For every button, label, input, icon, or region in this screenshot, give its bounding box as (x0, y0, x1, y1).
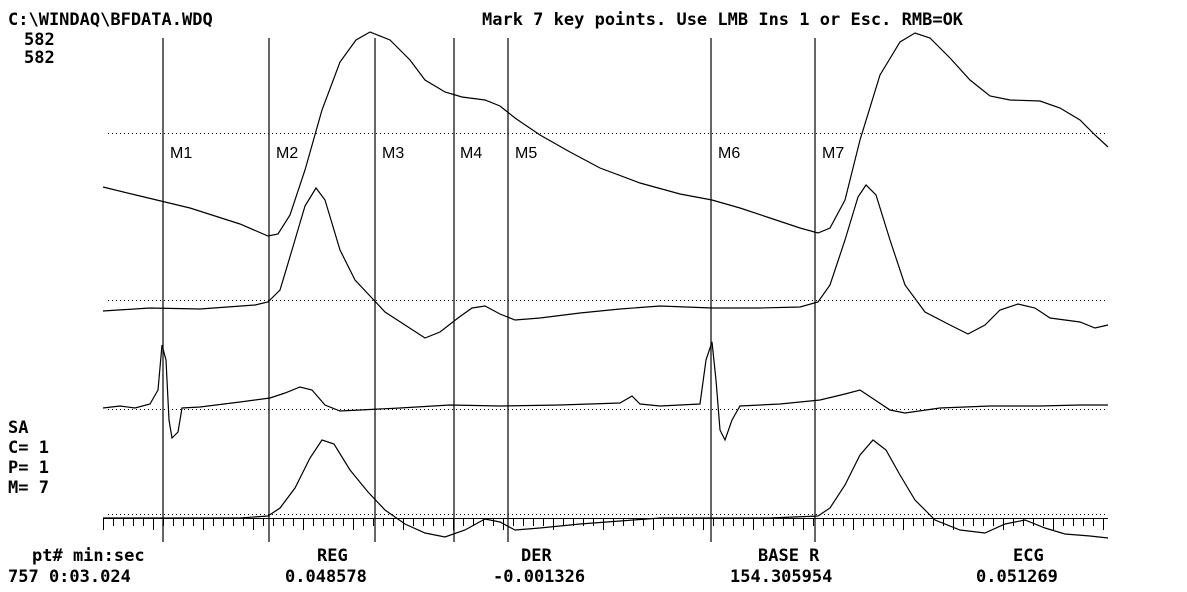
readout-label-base: BASE R (758, 546, 820, 566)
scale-value-bottom: 582 (24, 48, 55, 68)
readout-value-base: 154.305954 (730, 567, 833, 587)
marker-label-m3: M3 (382, 145, 405, 162)
instruction-text: Mark 7 key points. Use LMB Ins 1 or Esc.… (482, 10, 964, 30)
marker-label-m1: M1 (170, 145, 193, 162)
m-value: M= 7 (8, 478, 49, 498)
readout-label-ecg: ECG (1013, 546, 1044, 566)
marker-label-m6: M6 (718, 145, 741, 162)
file-path: C:\WINDAQ\BFDATA.WDQ (8, 10, 213, 30)
p-value: P= 1 (8, 458, 49, 478)
readout-label-der: DER (521, 546, 552, 566)
readout-value-der: -0.001326 (493, 567, 586, 587)
marker-label-m5: M5 (515, 145, 538, 162)
readout-value-reg: 0.048578 (285, 567, 367, 587)
readout-label-reg: REG (317, 546, 348, 566)
marker-lines (162, 38, 816, 542)
marker-label-m2: M2 (276, 145, 299, 162)
readout-value-ecg: 0.051269 (976, 567, 1058, 587)
marker-label-m7: M7 (822, 145, 845, 162)
ecg-trace (102, 341, 1108, 442)
baseline-grid (108, 133, 1108, 515)
marker-label-m4: M4 (460, 145, 483, 162)
readout-label-pt: pt# min:sec (32, 546, 145, 566)
c-value: C= 1 (8, 438, 49, 458)
mode-label: SA (8, 418, 29, 438)
reg-trace (102, 31, 1109, 237)
time-axis (103, 518, 1108, 530)
scale-value-top: 582 (24, 30, 55, 50)
readout-value-pt: 757 0:03.024 (8, 567, 131, 587)
base-trace (103, 439, 1109, 539)
der-trace (102, 184, 1109, 339)
